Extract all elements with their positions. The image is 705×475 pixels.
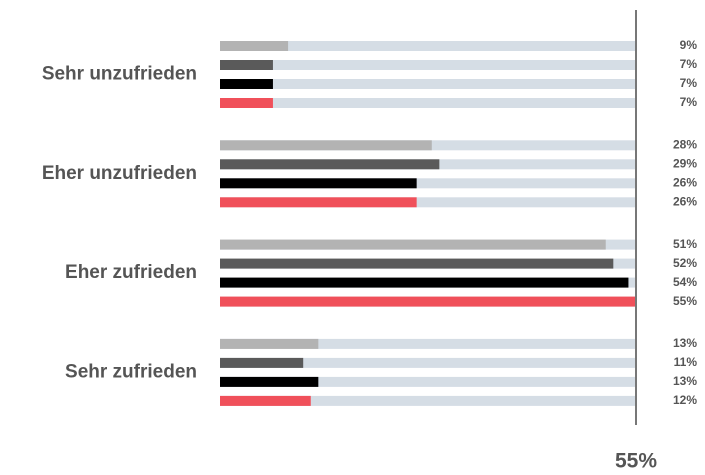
value-label: 13% (673, 374, 697, 388)
value-label: 7% (680, 57, 698, 71)
bar (220, 239, 606, 250)
value-label: 11% (674, 355, 698, 369)
track (220, 98, 636, 108)
category-label: Sehr zufrieden (65, 361, 197, 382)
value-label: 13% (673, 336, 697, 350)
track (220, 357, 636, 368)
track (220, 60, 636, 70)
track (220, 197, 636, 208)
value-label: 12% (673, 393, 697, 407)
value-label: 26% (673, 175, 697, 189)
category-label: Sehr unzufrieden (42, 64, 197, 85)
value-label: 51% (673, 237, 697, 251)
value-label: 52% (673, 256, 697, 270)
bar (220, 338, 319, 349)
bar (220, 41, 289, 51)
bar (220, 98, 273, 108)
value-label: 9% (680, 38, 698, 52)
bar (220, 277, 629, 288)
track (220, 395, 636, 406)
bar (220, 357, 304, 368)
bar (220, 376, 319, 387)
value-label: 7% (680, 76, 698, 90)
bar (220, 197, 417, 208)
bar (220, 258, 614, 269)
track (220, 376, 636, 387)
bar (220, 79, 273, 89)
value-label: 55% (673, 294, 697, 308)
bar (220, 60, 273, 70)
bar (220, 178, 417, 189)
bar (220, 159, 440, 170)
category-label: Eher unzufrieden (42, 163, 197, 184)
value-label: 26% (673, 194, 697, 208)
value-label: 54% (673, 275, 697, 289)
track (220, 79, 636, 89)
track (220, 338, 636, 349)
track (220, 41, 636, 51)
bar (220, 395, 311, 406)
category-label: Eher zufrieden (65, 262, 197, 283)
bar (220, 296, 636, 307)
x-tick-label: 55% (615, 450, 657, 473)
track (220, 178, 636, 189)
value-label: 29% (673, 156, 697, 170)
value-label: 28% (673, 137, 697, 151)
bar (220, 140, 432, 151)
value-label: 7% (680, 95, 698, 109)
